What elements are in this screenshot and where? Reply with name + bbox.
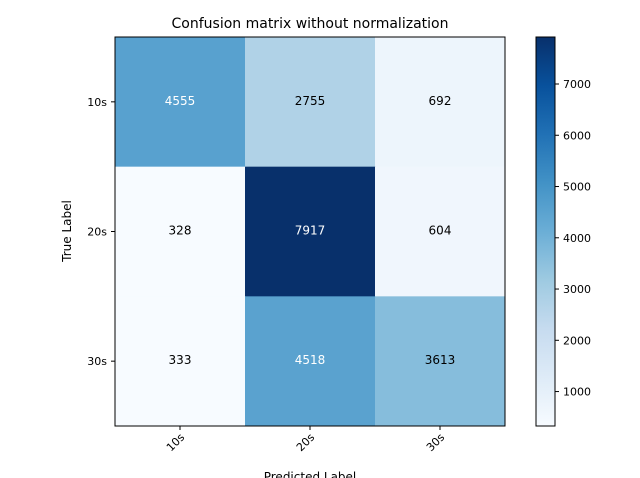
colorbar [535, 36, 556, 427]
heatmap-cell-labels: 4555 2755 692 328 7917 604 333 4518 3613 [165, 94, 456, 367]
heatmap-cell [115, 296, 246, 427]
cell-value-label: 3613 [425, 353, 456, 367]
heatmap-cells [115, 37, 506, 427]
cell-value-label: 4555 [165, 94, 196, 108]
cell-value-label: 7917 [295, 224, 326, 238]
colorbar-tick-label: 7000 [563, 78, 591, 91]
x-tick-label: 10s [164, 431, 187, 454]
x-axis-label: Predicted Label [264, 470, 357, 478]
y-tick-label: 10s [87, 96, 107, 109]
cell-value-label: 328 [169, 224, 192, 238]
heatmap-cell [115, 166, 246, 297]
y-tick-label: 20s [87, 226, 107, 239]
y-axis-ticks: 10s 20s 30s [87, 96, 115, 368]
chart-title: Confusion matrix without normalization [172, 16, 449, 32]
y-axis-label: True Label [60, 200, 74, 263]
y-tick-label: 30s [87, 355, 107, 368]
colorbar-ticks: 1000 2000 3000 4000 5000 6000 7000 [555, 78, 591, 399]
heatmap-cell [245, 296, 376, 427]
heatmap-cell [245, 37, 376, 168]
x-axis-ticks: 10s 20s 30s [164, 426, 447, 454]
colorbar-tick-label: 5000 [563, 181, 591, 194]
colorbar-tick-label: 6000 [563, 129, 591, 142]
colorbar-tick-label: 1000 [563, 386, 591, 399]
colorbar-tick-label: 2000 [563, 334, 591, 347]
heatmap-cell [375, 296, 506, 427]
cell-value-label: 2755 [295, 94, 326, 108]
heatmap-cell [375, 166, 506, 297]
x-tick-label: 30s [424, 431, 447, 454]
colorbar-tick-label: 4000 [563, 232, 591, 245]
cell-value-label: 4518 [295, 353, 326, 367]
cell-value-label: 692 [429, 94, 452, 108]
cell-value-label: 604 [429, 224, 452, 238]
heatmap-cell [375, 37, 506, 168]
heatmap-cell [245, 166, 376, 297]
heatmap-cell [115, 37, 246, 168]
cell-value-label: 333 [169, 353, 192, 367]
x-tick-label: 20s [294, 431, 317, 454]
colorbar-tick-label: 3000 [563, 283, 591, 296]
